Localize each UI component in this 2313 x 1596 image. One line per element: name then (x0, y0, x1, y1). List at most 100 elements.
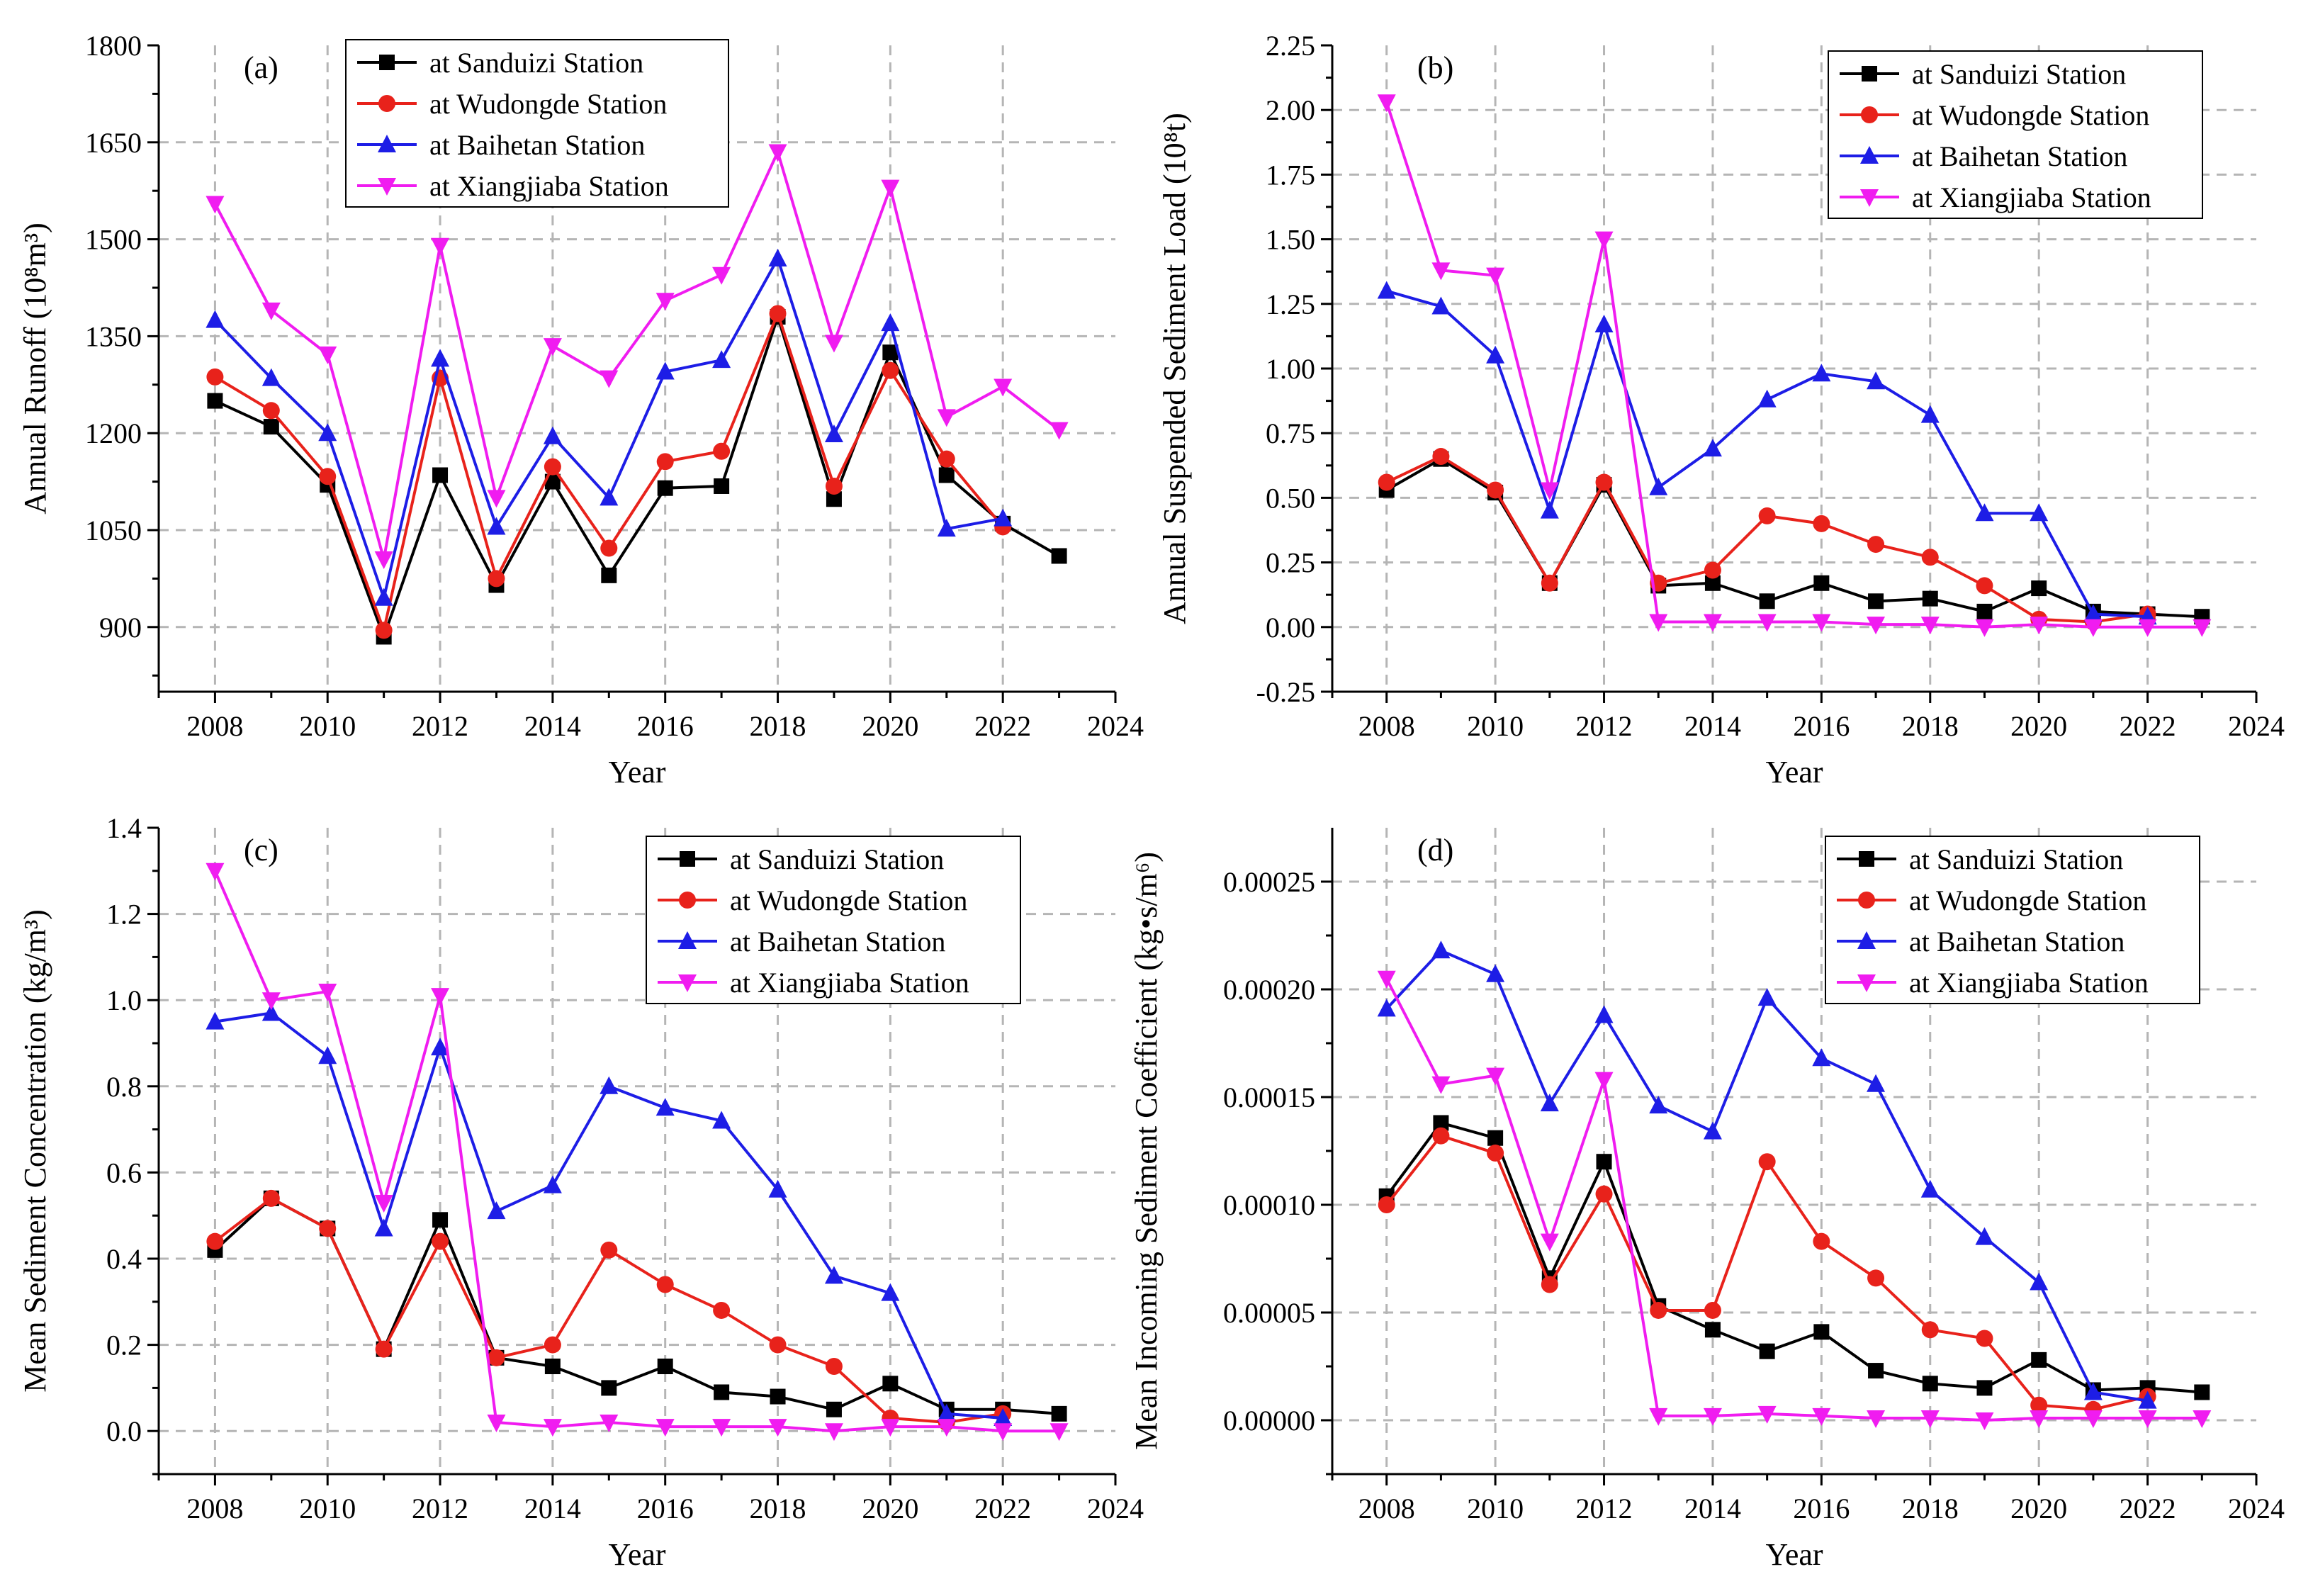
data-point (1377, 999, 1396, 1017)
legend-entry: at Sanduizi Station (730, 843, 944, 875)
panel-label: (b) (1417, 50, 1453, 85)
data-point (1759, 1343, 1775, 1359)
data-point (1431, 1076, 1451, 1094)
legend-entry: at Sanduizi Station (1912, 58, 2126, 90)
data-point (1051, 548, 1067, 564)
data-point (375, 622, 393, 639)
y-tick-label: 2.00 (1266, 94, 1315, 126)
data-point (826, 1401, 842, 1417)
data-point (2030, 1410, 2049, 1428)
x-tick-label: 2014 (1684, 710, 1741, 742)
data-point (824, 1423, 843, 1442)
data-point (1922, 1376, 1938, 1392)
x-tick-label: 2018 (750, 1493, 806, 1524)
data-point (1759, 593, 1775, 609)
data-point (2031, 1351, 2047, 1368)
x-tick-label: 2012 (412, 710, 468, 742)
data-point (543, 338, 562, 356)
y-tick-label: 1.2 (106, 899, 142, 931)
data-point (712, 266, 731, 285)
data-point (1433, 1115, 1449, 1131)
data-point (1596, 1154, 1612, 1170)
data-point (2193, 1410, 2212, 1428)
series-line (1385, 101, 2202, 629)
x-axis-title: Year (1765, 1537, 1823, 1572)
series-line (1385, 1121, 2202, 1394)
series-at-wudongde-station (1378, 1127, 2156, 1418)
y-axis-title: Annual Suspended Sediment Load (10⁸t) (1157, 113, 1192, 624)
data-point (318, 423, 337, 442)
x-tick-label: 2022 (974, 1493, 1031, 1524)
data-point (1704, 1301, 1721, 1319)
data-point (319, 1220, 337, 1237)
data-point (1649, 1407, 1668, 1426)
legend-marker (1859, 851, 1874, 867)
data-point (712, 1419, 731, 1437)
data-point (769, 1336, 787, 1354)
data-point (318, 346, 337, 364)
legend-entry: at Wudongde Station (730, 884, 967, 916)
legend-entry: at Baihetan Station (730, 926, 945, 957)
legend-marker (378, 178, 396, 196)
data-point (1432, 1127, 1450, 1145)
data-point (2083, 1410, 2103, 1428)
data-point (1921, 1321, 1939, 1339)
legend-entry: at Baihetan Station (1912, 140, 2127, 172)
data-point (1704, 575, 1721, 591)
legend-marker (1860, 189, 1879, 207)
series-at-sanduizi-station (1378, 1115, 2210, 1400)
series-line (1385, 977, 2202, 1422)
data-point (1868, 1363, 1884, 1379)
data-point (206, 1011, 225, 1030)
y-tick-label: 0.00025 (1223, 866, 1315, 898)
data-point (937, 519, 956, 537)
legend: at Sanduizi Station at Wudongde Station at… (345, 39, 729, 208)
data-point (1867, 371, 1886, 390)
legend-marker (678, 931, 697, 949)
data-point (487, 1415, 506, 1433)
chart-panel-c: 2008 2010 2012 2014 2016 2018 2020 2022 2024 0.0 0… (18, 812, 1144, 1572)
data-point (1540, 500, 1559, 519)
data-point (657, 1359, 673, 1374)
x-tick-label: 2018 (1902, 710, 1959, 742)
series-line (1385, 1134, 2149, 1411)
panel-label: (d) (1417, 833, 1453, 867)
series-line (1386, 289, 2148, 619)
data-point (881, 313, 900, 332)
data-point (600, 1241, 618, 1259)
data-point (1976, 1330, 1993, 1347)
data-point (1920, 617, 1940, 635)
data-point (206, 1232, 224, 1250)
data-point (1486, 345, 1505, 364)
data-point (768, 248, 787, 266)
data-point (713, 442, 731, 460)
data-point (432, 467, 449, 483)
data-point (543, 1175, 562, 1193)
data-point (374, 1218, 393, 1237)
x-tick-label: 2010 (299, 1493, 356, 1524)
data-point (318, 984, 337, 1002)
data-point (824, 1266, 843, 1284)
data-point (656, 1276, 674, 1293)
y-tick-label: 1.75 (1266, 159, 1315, 191)
data-point (601, 567, 617, 583)
legend-entry: at Sanduizi Station (429, 47, 643, 79)
data-point (1975, 1227, 1994, 1245)
data-point (1812, 364, 1831, 382)
data-point (2138, 619, 2157, 637)
data-point (319, 468, 337, 485)
data-point (488, 570, 505, 588)
data-point (1703, 614, 1722, 632)
data-point (1757, 389, 1777, 408)
y-tick-label: 0.00015 (1223, 1081, 1315, 1113)
data-point (488, 1349, 505, 1366)
series-at-baihetan-station (1377, 940, 2157, 1409)
data-point (1975, 503, 1994, 522)
data-point (768, 1179, 787, 1198)
series-line (1385, 457, 2202, 619)
x-tick-label: 2012 (412, 1493, 468, 1524)
data-point (1758, 507, 1776, 524)
data-point (1378, 1196, 1395, 1213)
y-tick-label: 900 (99, 612, 142, 644)
